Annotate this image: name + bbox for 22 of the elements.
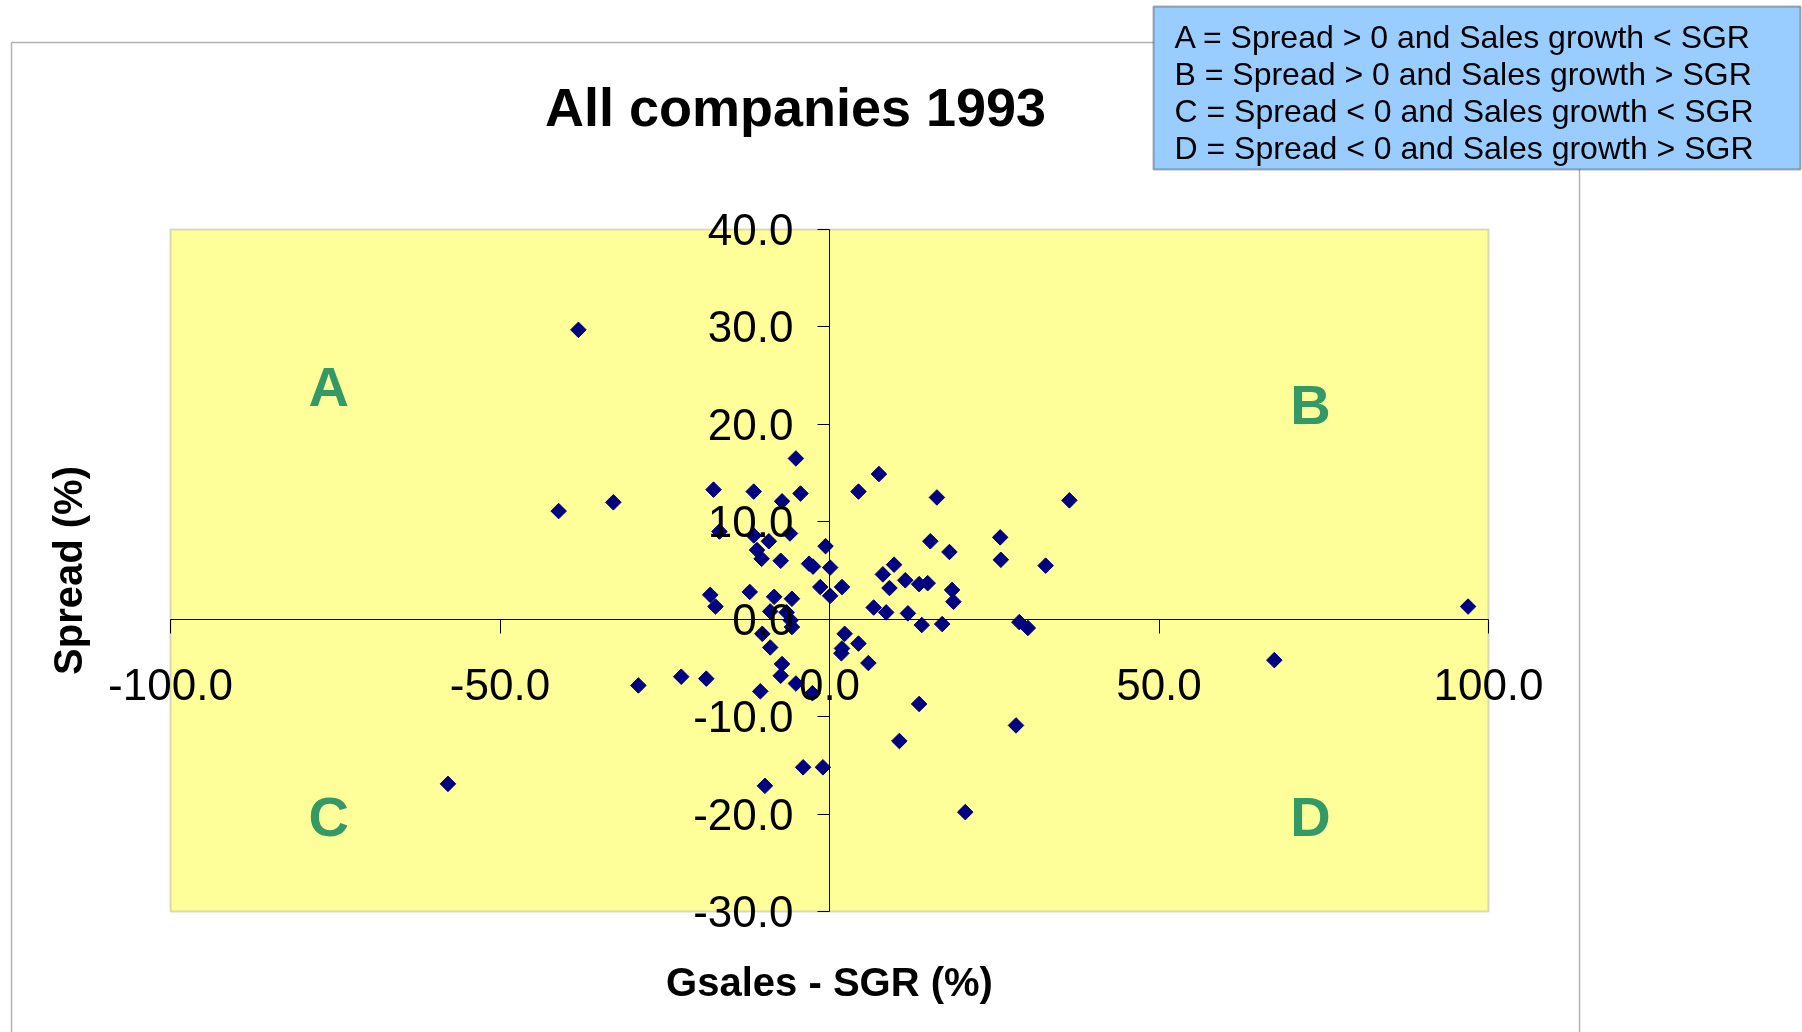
annotation: C: [308, 784, 349, 848]
x-axis-title: Gsales - SGR (%): [666, 959, 993, 1004]
text: C = Spread < 0 and Sales growth < SGR: [1174, 92, 1754, 129]
y-tick-label: -30.0: [693, 887, 794, 936]
y-tick-label: 40.0: [707, 205, 794, 254]
annotation: D: [1290, 784, 1331, 848]
text: D = Spread < 0 and Sales growth > SGR: [1174, 129, 1754, 166]
y-tick-label: -10.0: [693, 692, 794, 742]
text: B = Spread > 0 and Sales growth > SGR: [1174, 55, 1752, 92]
x-tick-label: 100.0: [1433, 660, 1544, 710]
y-tick-label: 20.0: [707, 399, 794, 449]
x-tick-label: 50.0: [1116, 660, 1202, 710]
annotation: A: [308, 354, 349, 418]
y-tick-label: -20.0: [693, 789, 794, 839]
x-tick-label: -100.0: [108, 660, 233, 710]
y-tick-label: 30.0: [707, 302, 794, 352]
y-axis-title: Spread (%): [45, 466, 90, 675]
annotation: B: [1290, 373, 1331, 437]
text: A = Spread > 0 and Sales growth < SGR: [1174, 18, 1750, 55]
chart-title: All companies 1993: [544, 76, 1047, 137]
x-tick-label: -50.0: [449, 660, 551, 710]
y-tick-label: 10.0: [707, 497, 794, 547]
